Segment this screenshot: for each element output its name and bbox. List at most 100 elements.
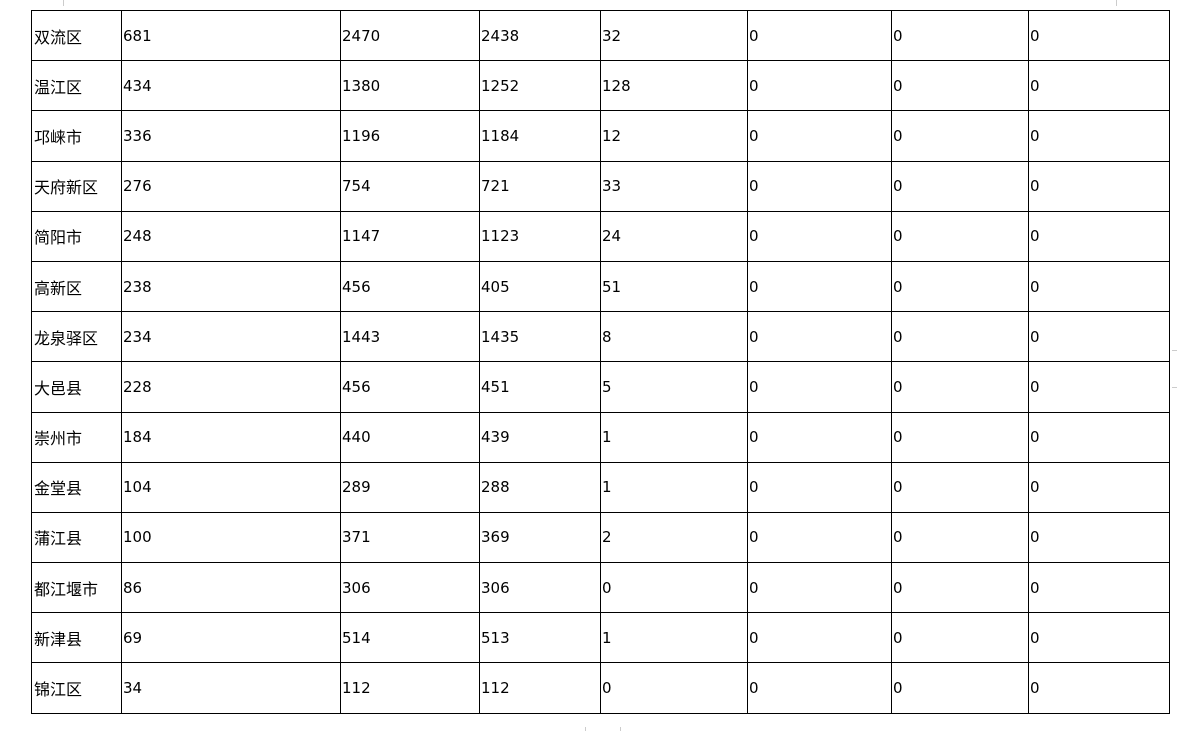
table-row: 崇州市 184 440 439 1 0 0 0 [31,411,1170,463]
district-name-cell: 双流区 [31,9,122,62]
value-cell: 0 [600,662,748,714]
value-cell: 2438 [479,9,601,62]
value-cell: 0 [747,662,892,714]
district-name-cell: 龙泉驿区 [31,311,122,363]
value-cell: 276 [121,160,341,212]
page-margin-marker [63,0,64,6]
value-cell: 238 [121,260,341,313]
district-name-cell: 蒲江县 [31,511,122,564]
value-cell: 0 [891,260,1029,313]
table-row: 双流区 681 2470 2438 32 0 0 0 [31,9,1170,62]
value-cell: 514 [340,612,480,664]
table-row: 邛崃市 336 1196 1184 12 0 0 0 [31,110,1170,162]
district-name-cell: 温江区 [31,60,122,112]
district-name-cell: 高新区 [31,260,122,313]
value-cell: 456 [340,260,480,313]
value-cell: 234 [121,311,341,363]
value-cell: 0 [1028,361,1170,413]
value-cell: 51 [600,260,748,313]
value-cell: 0 [1028,210,1170,262]
value-cell: 1196 [340,110,480,162]
value-cell: 248 [121,210,341,262]
value-cell: 0 [891,110,1029,162]
value-cell: 0 [891,210,1029,262]
value-cell: 0 [891,60,1029,112]
value-cell: 0 [891,361,1029,413]
value-cell: 24 [600,210,748,262]
district-name-cell: 邛崃市 [31,110,122,162]
table-row: 都江堰市 86 306 306 0 0 0 0 [31,562,1170,614]
value-cell: 0 [1028,662,1170,714]
value-cell: 288 [479,461,601,513]
value-cell: 434 [121,60,341,112]
value-cell: 0 [1028,60,1170,112]
value-cell: 34 [121,662,341,714]
table-row: 龙泉驿区 234 1443 1435 8 0 0 0 [31,311,1170,363]
value-cell: 0 [1028,562,1170,614]
value-cell: 721 [479,160,601,212]
table-row: 温江区 434 1380 1252 128 0 0 0 [31,60,1170,112]
district-name-cell: 都江堰市 [31,562,122,614]
value-cell: 0 [1028,511,1170,564]
value-cell: 0 [747,210,892,262]
value-cell: 112 [340,662,480,714]
value-cell: 0 [1028,311,1170,363]
value-cell: 0 [1028,411,1170,463]
district-name-cell: 新津县 [31,612,122,664]
value-cell: 0 [1028,612,1170,664]
value-cell: 451 [479,361,601,413]
table-row: 蒲江县 100 371 369 2 0 0 0 [31,511,1170,564]
value-cell: 0 [747,9,892,62]
value-cell: 2470 [340,9,480,62]
value-cell: 5 [600,361,748,413]
table-row: 大邑县 228 456 451 5 0 0 0 [31,361,1170,413]
value-cell: 100 [121,511,341,564]
value-cell: 1 [600,411,748,463]
value-cell: 306 [479,562,601,614]
value-cell: 0 [891,9,1029,62]
value-cell: 1123 [479,210,601,262]
district-name-cell: 大邑县 [31,361,122,413]
table-row: 锦江区 34 112 112 0 0 0 0 [31,662,1170,714]
value-cell: 0 [747,612,892,664]
value-cell: 456 [340,361,480,413]
value-cell: 754 [340,160,480,212]
value-cell: 369 [479,511,601,564]
value-cell: 0 [1028,461,1170,513]
value-cell: 228 [121,361,341,413]
value-cell: 0 [600,562,748,614]
value-cell: 33 [600,160,748,212]
value-cell: 112 [479,662,601,714]
table-row: 新津县 69 514 513 1 0 0 0 [31,612,1170,664]
value-cell: 681 [121,9,341,62]
value-cell: 440 [340,411,480,463]
page-margin-marker [1116,0,1117,6]
table-row: 金堂县 104 289 288 1 0 0 0 [31,461,1170,513]
district-name-cell: 金堂县 [31,461,122,513]
value-cell: 0 [747,411,892,463]
value-cell: 0 [891,461,1029,513]
value-cell: 289 [340,461,480,513]
value-cell: 405 [479,260,601,313]
value-cell: 2 [600,511,748,564]
value-cell: 0 [891,612,1029,664]
value-cell: 0 [747,60,892,112]
table-row: 高新区 238 456 405 51 0 0 0 [31,260,1170,313]
district-name-cell: 天府新区 [31,160,122,212]
value-cell: 0 [1028,260,1170,313]
value-cell: 306 [340,562,480,614]
scroll-marker [1172,350,1177,388]
value-cell: 0 [891,311,1029,363]
value-cell: 1 [600,461,748,513]
value-cell: 0 [747,160,892,212]
value-cell: 184 [121,411,341,463]
page-marker [585,727,621,731]
value-cell: 104 [121,461,341,513]
value-cell: 336 [121,110,341,162]
value-cell: 1147 [340,210,480,262]
value-cell: 0 [891,160,1029,212]
value-cell: 513 [479,612,601,664]
value-cell: 0 [1028,9,1170,62]
value-cell: 1 [600,612,748,664]
value-cell: 371 [340,511,480,564]
